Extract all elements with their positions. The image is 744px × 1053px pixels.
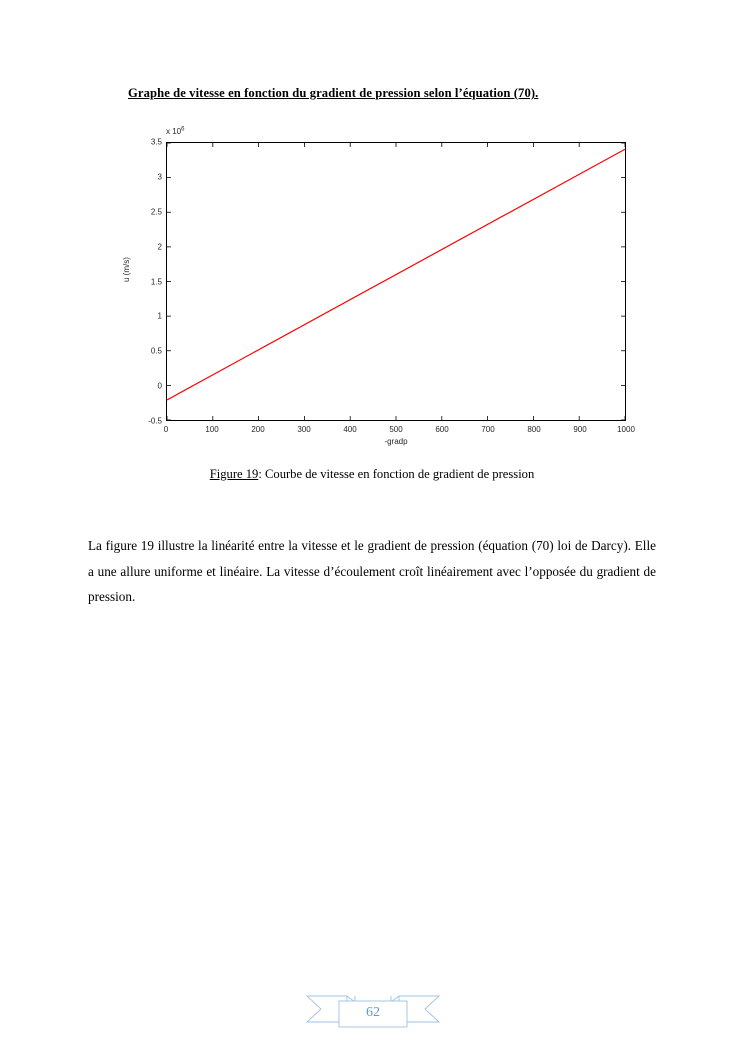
footer-page-ribbon: 62 bbox=[303, 988, 443, 1034]
series-line bbox=[167, 148, 625, 401]
series-layer bbox=[167, 148, 625, 401]
y-axis-multiplier-exponent: 6 bbox=[181, 126, 185, 133]
y-tick-label: 0 bbox=[157, 381, 162, 391]
x-tick-label: 600 bbox=[435, 425, 449, 434]
y-axis-title: u (m/s) bbox=[122, 257, 131, 282]
ribbon-right-tail bbox=[398, 995, 441, 1023]
chart: x 106 -0.5 0 0.5 1 1.5 2 2.5 3 3.5 0 100 200 300 400… bbox=[120, 122, 640, 447]
section-heading-text: Graphe de vitesse en fonction du gradien… bbox=[128, 86, 539, 100]
y-tick-label: 0.5 bbox=[150, 346, 162, 356]
x-tick-label: 0 bbox=[163, 425, 169, 434]
y-axis-tick-labels: -0.5 0 0.5 1 1.5 2 2.5 3 3.5 bbox=[120, 138, 162, 426]
x-tick-label: 500 bbox=[389, 425, 403, 434]
x-tick-label: 900 bbox=[573, 425, 587, 434]
ribbon-center-plaque bbox=[338, 1000, 408, 1028]
page-title: Graphe de vitesse en fonction du gradien… bbox=[128, 86, 538, 101]
y-tick-label: 2.5 bbox=[150, 207, 162, 217]
body-paragraph: La figure 19 illustre la linéarité entre… bbox=[88, 538, 656, 604]
ribbon-left-tail bbox=[305, 995, 348, 1023]
x-tick-label: 300 bbox=[297, 425, 311, 434]
figure-caption: Figure 19: Courbe de vitesse en fonction… bbox=[0, 467, 744, 482]
y-tick-label: 3.5 bbox=[150, 137, 162, 147]
y-axis-multiplier: x 106 bbox=[166, 126, 185, 136]
plot-area bbox=[166, 142, 626, 421]
x-tick-label: 700 bbox=[481, 425, 495, 434]
y-tick-label: -0.5 bbox=[148, 416, 162, 426]
figure-caption-label: Figure 19 bbox=[209, 467, 259, 481]
plot-svg bbox=[167, 143, 625, 420]
x-axis-tick-labels: 0 100 200 300 400 500 600 700 800 900 1000 bbox=[163, 425, 635, 439]
ribbon-shape bbox=[305, 995, 441, 1028]
x-tick-label: 100 bbox=[205, 425, 219, 434]
y-tick-label: 1.5 bbox=[150, 277, 162, 286]
axis-tick-marks bbox=[167, 143, 625, 420]
x-tick-label: 1000 bbox=[617, 425, 635, 434]
x-tick-label: 400 bbox=[343, 425, 357, 434]
figure-19: x 106 -0.5 0 0.5 1 1.5 2 2.5 3 3.5 0 100 200 300 400… bbox=[120, 122, 640, 447]
x-axis-title: -gradp bbox=[384, 437, 408, 446]
page-number: 62 bbox=[366, 1005, 380, 1020]
y-tick-label: 3 bbox=[157, 172, 162, 182]
x-tick-label: 800 bbox=[527, 425, 541, 434]
y-tick-label: 2 bbox=[157, 242, 162, 252]
x-tick-label: 200 bbox=[251, 425, 265, 434]
figure-caption-text: : Courbe de vitesse en fonction de gradi… bbox=[258, 467, 535, 481]
y-tick-label: 1 bbox=[157, 311, 162, 321]
y-axis-multiplier-base: x 10 bbox=[166, 127, 182, 136]
